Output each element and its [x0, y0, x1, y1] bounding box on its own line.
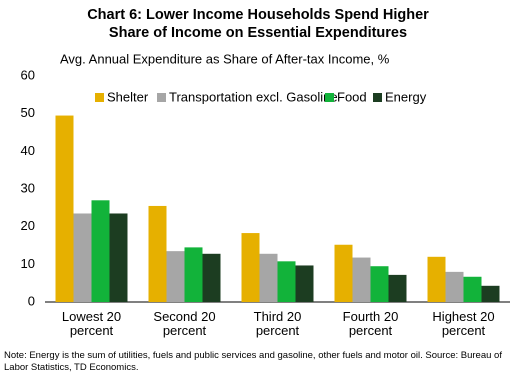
bar	[388, 274, 407, 302]
y-tick-label: 50	[21, 105, 35, 120]
chart-title: Chart 6: Lower Income Households Spend H…	[87, 7, 429, 23]
bar	[277, 261, 296, 302]
bar	[352, 257, 371, 302]
bar	[463, 276, 482, 302]
bar	[370, 266, 389, 302]
bar	[295, 265, 314, 302]
bar	[259, 253, 278, 302]
x-tick-label: Third 20 percent	[253, 309, 302, 338]
y-tick-label: 40	[21, 143, 35, 158]
chart-title: Share of Income on Essential Expenditure…	[109, 25, 407, 41]
x-tick-label: Fourth 20 percent	[342, 309, 399, 338]
bar	[55, 115, 74, 302]
legend-swatch	[325, 93, 334, 102]
x-tick-label: Highest 20 percent	[432, 309, 495, 338]
legend-swatch	[157, 93, 166, 102]
bar	[427, 256, 446, 302]
legend-label: Transportation excl. Gasoline	[169, 89, 338, 104]
bar	[481, 285, 500, 302]
y-tick-label: 0	[28, 293, 35, 308]
y-tick-label: 10	[21, 256, 35, 271]
y-tick-label: 30	[21, 180, 35, 195]
chart-subtitle: Avg. Annual Expenditure as Share of Afte…	[60, 51, 390, 66]
y-tick-label: 60	[21, 67, 35, 82]
legend-label: Food	[337, 89, 367, 104]
x-tick-label: Second 20 percent	[153, 309, 216, 338]
bar	[166, 251, 185, 302]
legend-label: Shelter	[107, 89, 149, 104]
bar	[241, 233, 260, 302]
bar	[184, 247, 203, 302]
legend-label: Energy	[385, 89, 427, 104]
bar	[109, 213, 128, 302]
bar	[445, 271, 464, 302]
bar	[148, 205, 167, 302]
x-tick-label: Lowest 20 percent	[61, 309, 122, 338]
legend-swatch	[373, 93, 382, 102]
legend-swatch	[95, 93, 104, 102]
y-tick-label: 20	[21, 218, 35, 233]
bar	[202, 253, 221, 302]
bar	[334, 244, 353, 302]
bar	[73, 213, 92, 302]
note: Note: Energy is the sum of utilities, fu…	[4, 350, 502, 373]
bar	[91, 200, 110, 302]
